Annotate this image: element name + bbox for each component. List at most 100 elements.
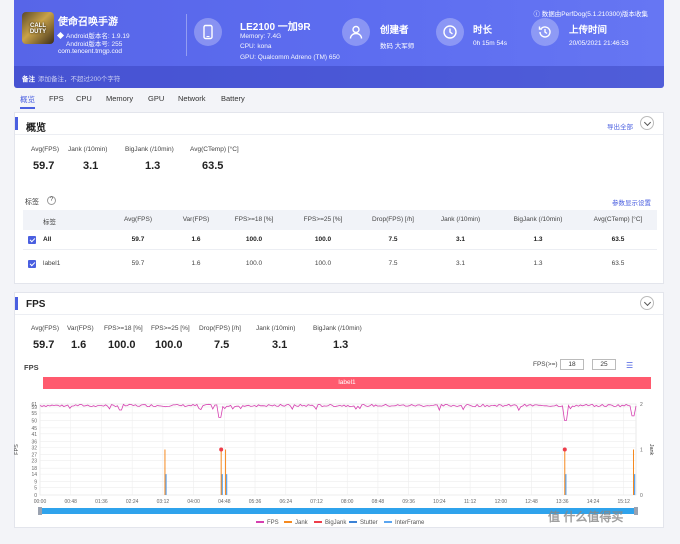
metric-value: 3.1 — [83, 160, 99, 172]
col-header: Var(FPS) — [182, 216, 210, 223]
watermark: 值 什么值得买 — [548, 510, 624, 524]
cell: 1.6 — [191, 260, 201, 267]
help-icon[interactable]: ? — [47, 196, 56, 205]
tab-fps[interactable]: FPS — [49, 94, 64, 103]
cell: 100.0 — [314, 260, 332, 267]
metric-label: Drop(FPS) [/h] — [199, 325, 241, 332]
metric-label: BigJank (/10min) — [125, 146, 174, 153]
legend-jank[interactable]: Jank — [284, 520, 308, 526]
user-icon — [342, 18, 370, 46]
device-name: LE2100 一加9R — [240, 22, 311, 33]
tab-network[interactable]: Network — [178, 94, 206, 103]
clock-icon — [436, 18, 464, 46]
cell: 1.3 — [533, 260, 543, 267]
app-name: 使命召唤手游 — [58, 17, 118, 28]
note-label: 备注 — [22, 76, 35, 83]
collapse-overview-button[interactable] — [640, 116, 654, 130]
creator-value: 数码 大军师 — [380, 43, 415, 50]
metric-value: 100.0 — [155, 339, 183, 351]
col-header: BigJank (/10min) — [513, 216, 563, 223]
metric-value: 100.0 — [108, 339, 136, 351]
fps-panel: FPS Avg(FPS) 59.7 Var(FPS) 1.6 FPS>=18 [… — [14, 292, 664, 528]
note-input[interactable]: 添加备注，不超过200个字符 — [38, 76, 121, 83]
app-icon-text: CALL DUTY — [29, 23, 47, 35]
col-header: FPS>=18 [%] — [234, 216, 274, 223]
cell: 59.7 — [131, 236, 145, 243]
display-settings-link[interactable]: 参数显示设置 — [612, 200, 651, 207]
col-header: Drop(FPS) [/h] — [372, 216, 414, 223]
table-row[interactable]: label1 59.7 1.6 100.0 100.0 7.5 3.1 1.3 … — [23, 254, 657, 274]
row-checkbox[interactable] — [28, 236, 36, 244]
duration-label: 时长 — [473, 25, 493, 36]
report-header: CALL DUTY 使命召唤手游 Android版本名: 1.9.19 Andr… — [14, 0, 664, 88]
metric-label: Avg(FPS) — [31, 325, 60, 332]
cell: 1.6 — [191, 236, 201, 243]
metric-label: BigJank (/10min) — [313, 325, 362, 332]
package-name: com.tencent.tmgp.cod — [58, 48, 122, 55]
collapse-fps-button[interactable] — [640, 296, 654, 310]
creator-label: 创建者 — [380, 25, 409, 36]
android-version: Android版本名: 1.9.19 — [66, 33, 130, 40]
note-bar[interactable]: 备注 添加备注，不超过200个字符 — [14, 66, 664, 88]
label-bar[interactable]: label1 — [43, 377, 651, 389]
fps-threshold-b-input[interactable]: 25 — [592, 359, 616, 370]
metric-label: FPS>=18 [%] — [104, 325, 143, 332]
metric-label: Jank (/10min) — [256, 325, 296, 332]
source-text: 数据由PerfDog(5.1.210300)版本收集 — [541, 11, 648, 18]
cell-label: All — [43, 236, 52, 243]
metric-label: Var(FPS) — [67, 325, 94, 332]
cell: 63.5 — [611, 236, 625, 243]
row-checkbox[interactable] — [28, 260, 36, 268]
header-divider — [186, 14, 187, 56]
tab-battery[interactable]: Battery — [221, 94, 245, 103]
tags-label: 标签 — [25, 199, 39, 206]
fps-threshold-a-input[interactable]: 18 — [560, 359, 584, 370]
upload-label: 上传时间 — [569, 25, 608, 36]
metric-label: Avg(FPS) — [31, 146, 60, 153]
legend-stutter[interactable]: Stutter — [349, 520, 378, 526]
metric-value: 3.1 — [272, 339, 288, 351]
android-build: Android版本号: 255 — [66, 41, 123, 48]
export-all-link[interactable]: 导出全部 — [607, 124, 633, 131]
android-diamond-icon — [56, 31, 65, 40]
legend-fps[interactable]: FPS — [256, 520, 279, 526]
tab-gpu[interactable]: GPU — [148, 94, 165, 103]
cell: 1.3 — [533, 236, 543, 243]
cell: 63.5 — [611, 260, 625, 267]
source-info: ⓘ 数据由PerfDog(5.1.210300)版本收集 — [533, 11, 648, 18]
section-accent — [15, 297, 18, 310]
tab-overview[interactable]: 概览 — [20, 95, 35, 109]
metric-value: 1.3 — [145, 160, 161, 172]
cell: 7.5 — [388, 260, 398, 267]
upload-value: 20/05/2021 21:46:53 — [569, 40, 629, 47]
cell: 59.7 — [131, 260, 145, 267]
cell: 3.1 — [455, 236, 466, 243]
metric-label: Avg(CTemp) [°C] — [190, 146, 239, 153]
fps-title: FPS — [26, 299, 46, 310]
fps-filter-label: FPS(>=) — [533, 361, 558, 368]
col-header: Avg(FPS) — [123, 216, 153, 223]
table-row[interactable]: All 59.7 1.6 100.0 100.0 7.5 3.1 1.3 63.… — [23, 230, 657, 250]
tab-cpu[interactable]: CPU — [76, 94, 92, 103]
overview-title: 概览 — [26, 123, 46, 134]
history-icon — [531, 18, 559, 46]
cell: 3.1 — [455, 260, 466, 267]
metric-label: Jank (/10min) — [68, 146, 108, 153]
col-header: Avg(CTemp) [°C] — [593, 216, 643, 223]
tab-memory[interactable]: Memory — [106, 94, 134, 103]
app-icon: CALL DUTY — [22, 12, 54, 44]
device-memory: Memory: 7.4G — [240, 33, 282, 40]
overview-header: 概览 导出全部 — [15, 113, 663, 135]
overview-panel: 概览 导出全部 Avg(FPS) 59.7 Jank (/10min) 3.1 … — [14, 112, 664, 284]
col-header: FPS>=25 [%] — [303, 216, 343, 223]
device-cpu: CPU: kona — [240, 43, 272, 50]
metric-value: 63.5 — [202, 160, 224, 172]
legend-bigjank[interactable]: BigJank — [314, 520, 346, 526]
col-header: 标签 — [43, 219, 56, 226]
section-accent — [15, 117, 18, 130]
cell: 100.0 — [314, 236, 332, 243]
menu-icon[interactable]: ☰ — [626, 361, 634, 370]
phone-icon — [194, 18, 222, 46]
legend-interframe[interactable]: InterFrame — [384, 520, 424, 526]
col-header: Jank (/10min) — [440, 216, 481, 223]
